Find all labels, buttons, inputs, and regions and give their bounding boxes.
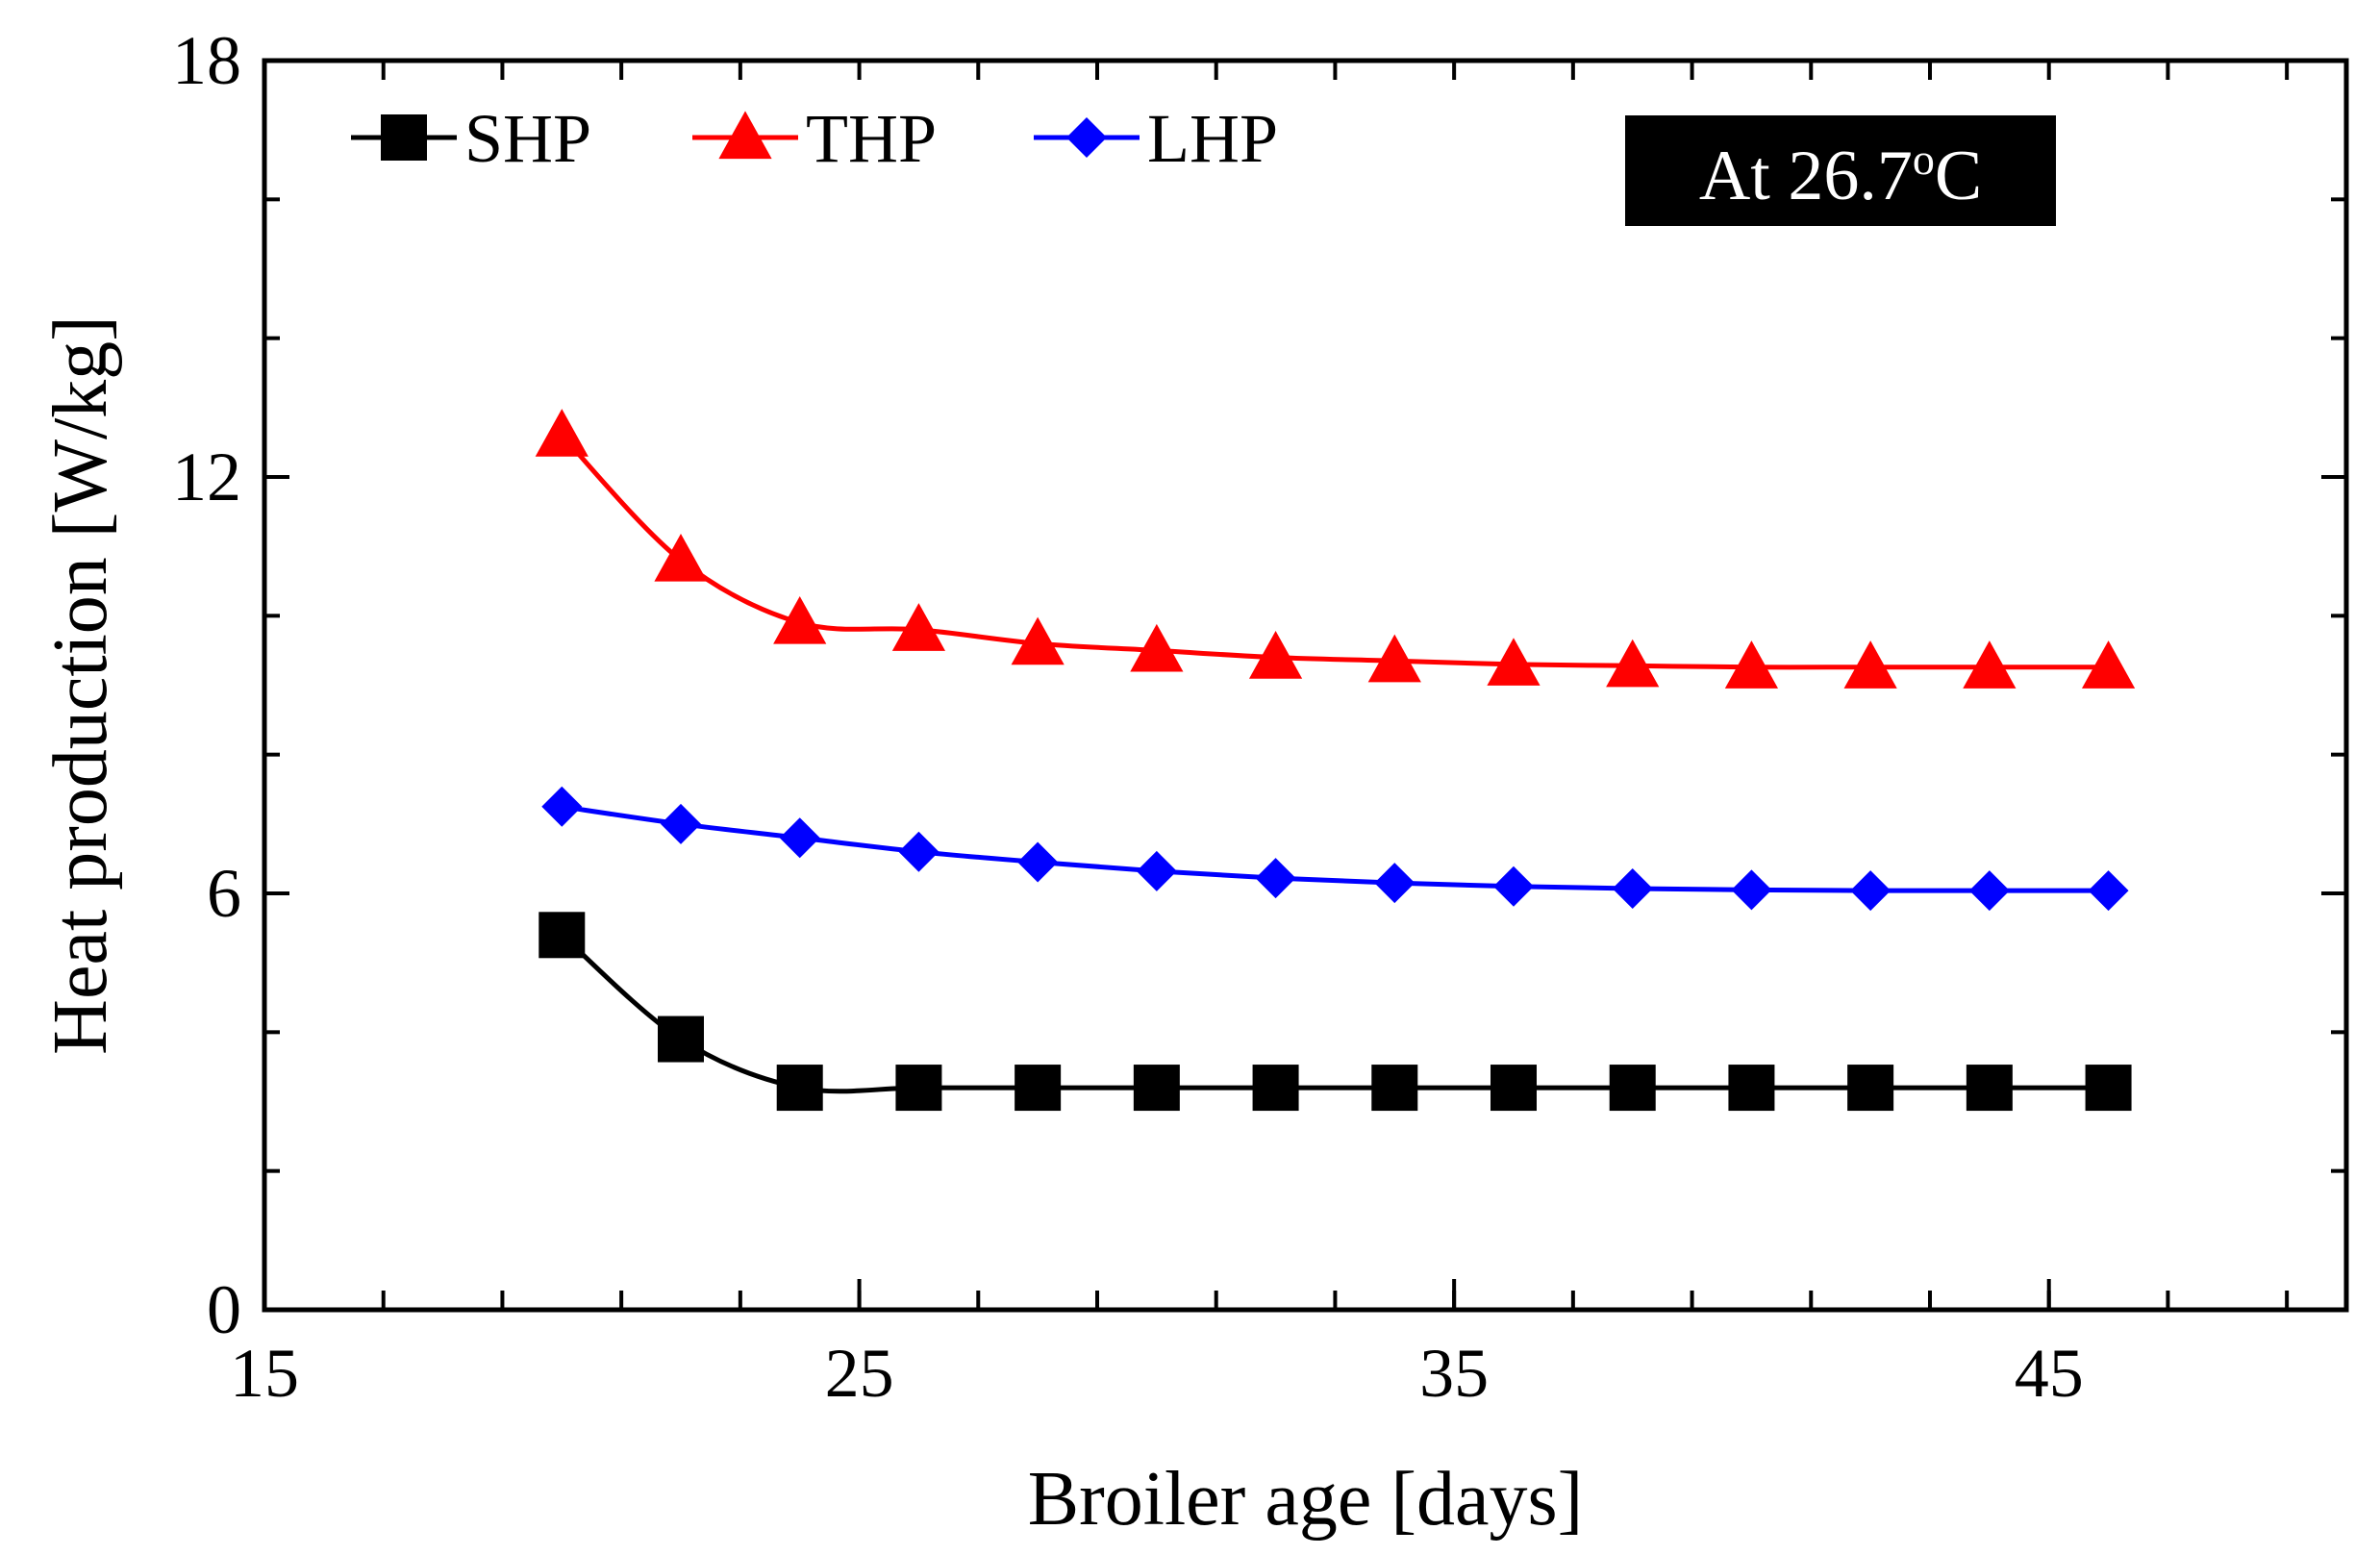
legend-item-thp: THP [692, 100, 937, 177]
data-point-thp [654, 534, 708, 582]
legend-label: THP [806, 100, 937, 177]
data-point-lhp [1493, 865, 1534, 907]
series-lhp [541, 786, 2129, 912]
data-point-lhp [1255, 858, 1296, 899]
x-tick-label: 45 [2015, 1335, 2084, 1412]
data-point-shp [1133, 1065, 1180, 1112]
data-point-shp [1966, 1065, 2013, 1112]
data-point-thp [535, 409, 589, 457]
data-point-shp [1491, 1065, 1537, 1112]
data-point-shp [1728, 1065, 1775, 1112]
legend-label: SHP [464, 100, 591, 177]
data-point-thp [2081, 640, 2136, 689]
data-point-lhp [1731, 869, 1772, 911]
legend-item-lhp: LHP [1034, 100, 1278, 177]
y-tick-label: 0 [207, 1271, 241, 1348]
y-tick-label: 6 [207, 855, 241, 932]
data-point-shp [895, 1065, 942, 1112]
data-point-lhp [1374, 863, 1415, 904]
data-point-lhp [1017, 841, 1059, 883]
plot-frame [262, 58, 2349, 1313]
annotation-label: At 26.7oC [1699, 135, 1982, 215]
data-point-lhp [2088, 870, 2129, 912]
x-axis-title: Broiler age [days] [1028, 1457, 1584, 1542]
x-tick-label: 15 [230, 1335, 299, 1412]
y-tick-label: 12 [172, 439, 241, 515]
data-point-thp [1248, 631, 1303, 679]
data-point-thp [773, 595, 827, 644]
legend-label: LHP [1147, 100, 1278, 177]
data-point-thp [1724, 640, 1779, 689]
data-point-thp [1843, 640, 1897, 689]
data-point-lhp [541, 786, 583, 827]
data-point-thp [1130, 623, 1184, 672]
annotation-box: At 26.7oC [1625, 115, 2056, 226]
data-point-thp [1011, 616, 1065, 665]
data-point-lhp [779, 817, 820, 859]
data-point-shp [1847, 1065, 1894, 1112]
annotation-main: At 26.7 [1699, 137, 1913, 215]
data-point-thp [1367, 634, 1421, 683]
data-point-shp [1371, 1065, 1418, 1112]
data-point-lhp [1136, 850, 1177, 891]
legend-marker [1066, 117, 1107, 158]
legend-marker [381, 114, 427, 161]
data-point-shp [1252, 1065, 1299, 1112]
y-tick-label: 18 [172, 22, 241, 99]
annotation-degree: o [1913, 135, 1935, 184]
data-point-shp [658, 1016, 704, 1063]
x-tick-label: 25 [825, 1335, 894, 1412]
data-point-thp [1487, 638, 1541, 686]
data-point-thp [891, 603, 946, 651]
series-shp [539, 912, 2132, 1112]
data-point-lhp [898, 831, 939, 872]
data-point-shp [776, 1065, 823, 1112]
data-point-lhp [1968, 870, 2010, 912]
data-point-shp [1015, 1065, 1062, 1112]
data-point-thp [1963, 640, 2017, 689]
data-point-shp [1609, 1065, 1656, 1112]
x-tick-label: 35 [1419, 1335, 1489, 1412]
data-point-lhp [661, 803, 701, 844]
data-point-lhp [1612, 867, 1653, 909]
legend-item-shp: SHP [351, 100, 591, 177]
y-axis-title: Heat production [W/kg] [38, 315, 123, 1055]
data-point-lhp [1850, 870, 1891, 912]
data-point-shp [2085, 1065, 2132, 1112]
data-point-shp [539, 912, 586, 959]
annotation-unit: C [1935, 137, 1982, 215]
series-thp [535, 409, 2136, 689]
legend-marker [718, 111, 772, 160]
data-point-thp [1606, 639, 1660, 688]
